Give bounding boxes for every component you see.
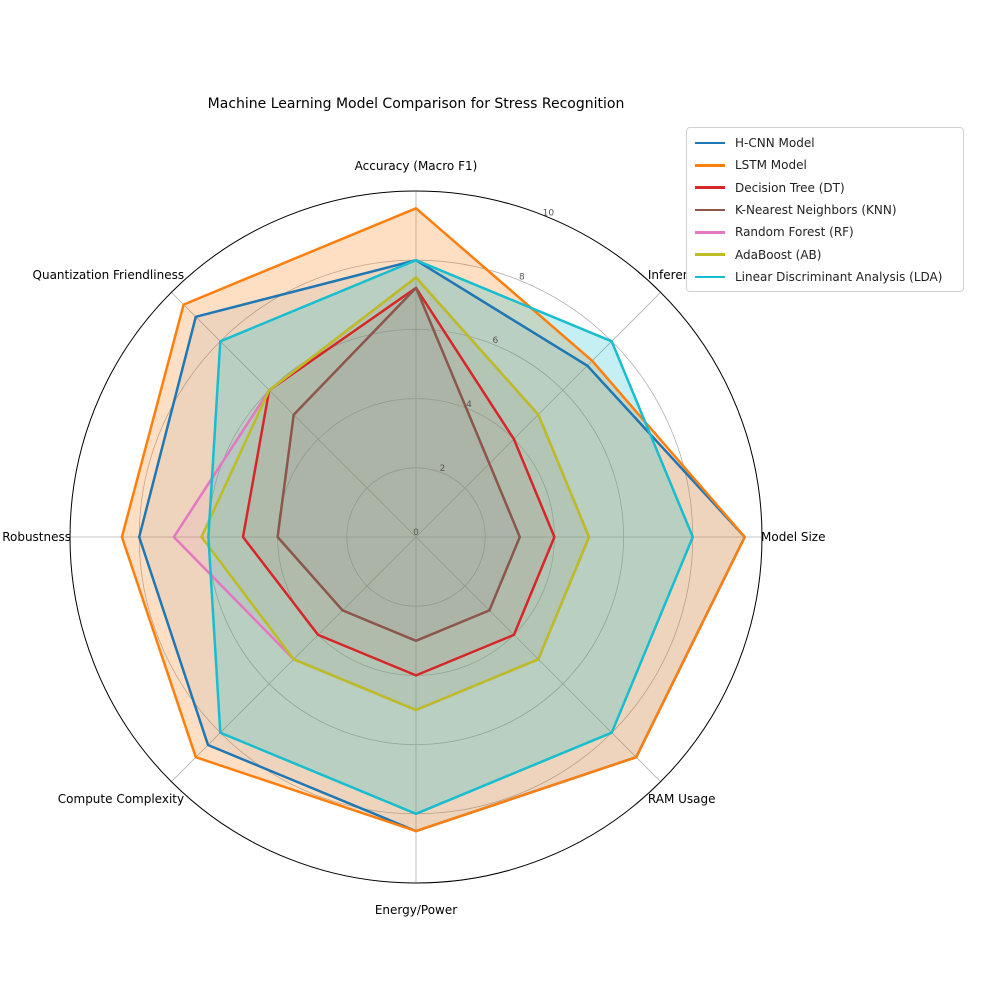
- legend-swatch: [695, 275, 725, 279]
- radial-tick-2: 2: [440, 464, 446, 474]
- radial-tick-6: 6: [493, 336, 499, 346]
- series-line-6: [207, 258, 695, 816]
- legend-entry: AdaBoost (AB): [695, 243, 955, 265]
- axis-label-2: Model Size: [761, 530, 825, 544]
- legend-label: Decision Tree (DT): [735, 180, 845, 195]
- legend-swatch: [695, 186, 725, 189]
- legend-swatch: [695, 164, 725, 167]
- axis-label-6: Robustness: [2, 530, 71, 544]
- series-line-5: [200, 276, 591, 712]
- radial-tick-0: 0: [413, 528, 419, 538]
- axis-label-3: RAM Usage: [648, 792, 716, 806]
- legend-entry: Random Forest (RF): [695, 221, 955, 243]
- series-line-3: [276, 286, 522, 643]
- legend-entry: Linear Discriminant Analysis (LDA): [695, 266, 955, 288]
- radial-tick-10: 10: [543, 208, 555, 218]
- legend-entry: H-CNN Model: [695, 132, 955, 154]
- legend-swatch: [695, 208, 725, 212]
- axis-label-0: Accuracy (Macro F1): [355, 159, 478, 173]
- legend-label: Linear Discriminant Analysis (LDA): [735, 269, 943, 284]
- legend: H-CNN Model LSTM Model Decision Tree (DT) K…: [686, 127, 964, 293]
- series-fill-3: [277, 287, 520, 641]
- chart-title: Machine Learning Model Comparison for St…: [208, 96, 625, 112]
- radial-tick-labels: 0 2 4 6 8 10: [413, 208, 554, 538]
- legend-label: AdaBoost (AB): [735, 247, 822, 262]
- series-fill-1: [121, 208, 745, 832]
- legend-label: LSTM Model: [735, 158, 807, 173]
- legend-swatch: [695, 231, 725, 234]
- series-line-2: [241, 286, 556, 677]
- series-fill-0: [139, 260, 745, 832]
- legend-label: H-CNN Model: [735, 136, 815, 151]
- legend-entry: K-Nearest Neighbors (KNN): [695, 199, 955, 221]
- legend-swatch: [695, 141, 725, 145]
- legend-swatch: [695, 253, 725, 256]
- radial-tick-4: 4: [466, 400, 472, 410]
- axis-label-7: Quantization Friendliness: [33, 268, 185, 282]
- legend-entry: LSTM Model: [695, 154, 955, 176]
- radial-tick-8: 8: [519, 272, 525, 282]
- axis-label-4: Energy/Power: [375, 903, 457, 917]
- outer-frame: [69, 190, 763, 884]
- legend-entry: Decision Tree (DT): [695, 177, 955, 199]
- axis-label-5: Compute Complexity: [58, 792, 184, 806]
- legend-label: K-Nearest Neighbors (KNN): [735, 203, 897, 218]
- series-lines: [120, 207, 746, 833]
- legend-label: Random Forest (RF): [735, 225, 854, 240]
